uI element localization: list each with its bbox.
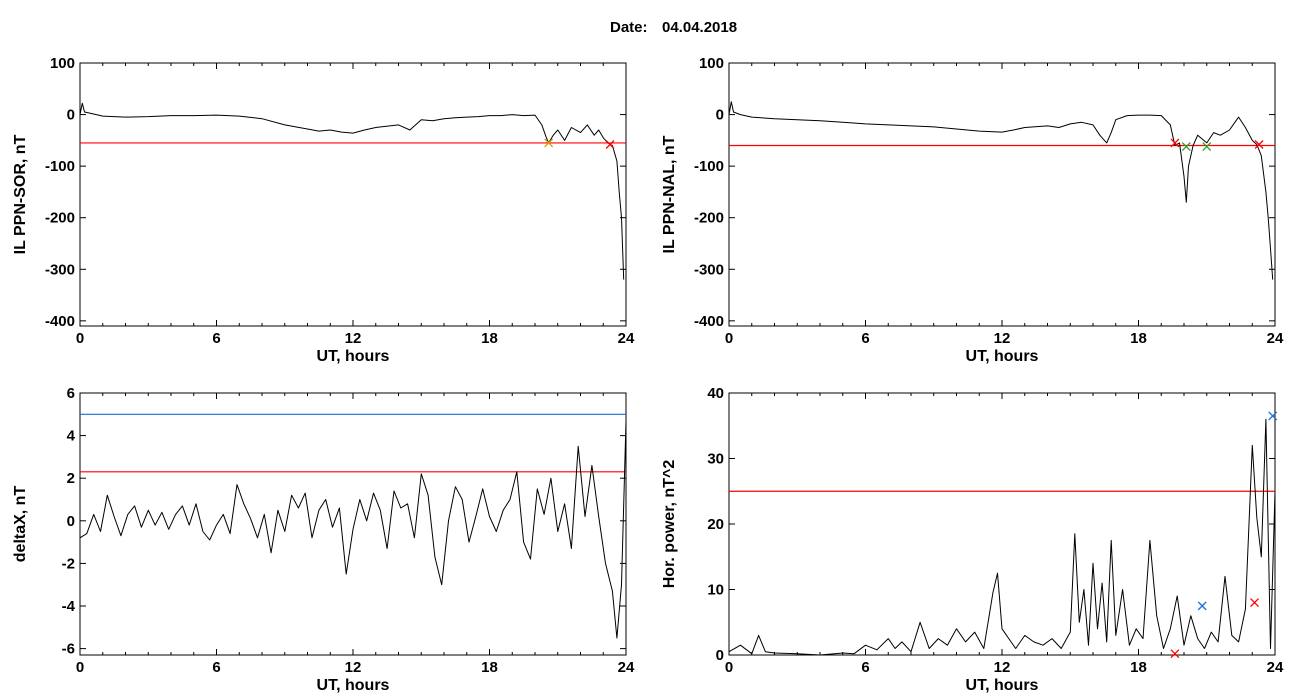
x-axis-label: UT, hours: [966, 348, 1039, 365]
x-tick-label: 0: [725, 659, 733, 676]
y-tick-label: -6: [62, 641, 75, 658]
x-tick-label: 24: [618, 659, 635, 676]
x-axis-label: UT, hours: [317, 348, 390, 365]
chart-il-sor: 0 6 12 18 24 -400 -300 -200 -100 0 100 UT, hours IL …: [12, 55, 635, 365]
date-label: Date:: [610, 19, 648, 36]
plot-frame: [79, 62, 627, 327]
y-axis-label: deltaX, nT: [12, 486, 29, 563]
series-line: [728, 418, 1276, 656]
y-tick-label: -300: [694, 261, 724, 278]
y-tick-label: -200: [45, 210, 75, 227]
y-tick-label: 6: [67, 385, 75, 402]
x-axis-label: UT, hours: [317, 677, 390, 694]
y-axis-label: Hor. power, nT^2: [661, 460, 678, 589]
y-tick-label: -300: [45, 261, 75, 278]
marker-red: [1254, 140, 1264, 149]
x-tick-label: 6: [212, 659, 220, 676]
series-line: [728, 101, 1274, 280]
marker-stroke: [1181, 142, 1191, 152]
y-tick-label: 4: [67, 428, 76, 445]
chart-hor-power: 0 6 12 18 24 0 10 20 30 40 UT, hours Hor. power, nT…: [661, 385, 1284, 694]
x-tick-label: 18: [1130, 659, 1147, 676]
x-tick-label: 18: [481, 659, 498, 676]
marker-stroke: [1197, 601, 1207, 611]
date-value: 04.04.2018: [662, 19, 738, 36]
plot-frame: [79, 392, 627, 656]
marker-stroke: [1170, 649, 1180, 659]
marker-blue: [1268, 411, 1278, 421]
marker-stroke: [1268, 411, 1278, 421]
plot-frame: [728, 62, 1276, 327]
x-axis-label: UT, hours: [966, 677, 1039, 694]
y-tick-label: 0: [67, 107, 75, 124]
y-tick-label: 40: [707, 385, 724, 402]
marker-green: [1181, 142, 1191, 152]
marker-blue: [1197, 601, 1207, 611]
x-tick-label: 18: [481, 330, 498, 347]
marker-red: [1170, 138, 1180, 148]
y-tick-label: 30: [707, 451, 724, 468]
x-tick-label: 0: [76, 659, 84, 676]
marker-stroke: [544, 138, 554, 148]
y-tick-label: 0: [716, 107, 724, 124]
marker-stroke: [605, 140, 615, 149]
marker-red: [1170, 649, 1180, 659]
x-tick-label: 6: [861, 330, 869, 347]
marker-red: [1250, 598, 1259, 608]
y-tick-label: -200: [694, 210, 724, 227]
x-tick-label: 12: [994, 659, 1011, 676]
series-line: [79, 420, 627, 639]
series-line: [79, 102, 625, 280]
y-axis-label: IL PPN-NAL, nT: [661, 135, 678, 253]
x-tick-label: 6: [212, 330, 220, 347]
marker-stroke: [1254, 140, 1264, 149]
marker-stroke: [1202, 142, 1212, 152]
y-tick-label: 0: [67, 513, 75, 530]
y-tick-label: 100: [50, 55, 75, 72]
y-tick-label: 10: [707, 582, 724, 599]
x-tick-label: 0: [76, 330, 84, 347]
y-tick-label: 20: [707, 516, 724, 533]
x-tick-label: 24: [1267, 330, 1284, 347]
x-tick-label: 6: [861, 659, 869, 676]
plot-frame: [728, 392, 1276, 656]
y-tick-label: 0: [716, 647, 724, 664]
x-tick-label: 12: [994, 330, 1011, 347]
marker-stroke: [1250, 598, 1259, 608]
y-axis-label: IL PPN-SOR, nT: [12, 134, 29, 254]
y-tick-label: -400: [694, 313, 724, 330]
marker-stroke: [1170, 138, 1180, 148]
x-tick-label: 24: [1267, 659, 1284, 676]
marker-green: [1202, 142, 1212, 152]
x-tick-label: 24: [618, 330, 635, 347]
chart-il-nal: 0 6 12 18 24 -400 -300 -200 -100 0 100 UT, hours IL …: [661, 55, 1284, 365]
y-tick-label: 100: [699, 55, 724, 72]
x-tick-label: 12: [345, 330, 362, 347]
y-tick-label: -400: [45, 313, 75, 330]
marker-red: [605, 140, 615, 149]
x-tick-label: 18: [1130, 330, 1147, 347]
x-tick-label: 12: [345, 659, 362, 676]
y-tick-label: -4: [62, 598, 76, 615]
y-tick-label: -2: [62, 555, 75, 572]
y-tick-label: -100: [694, 158, 724, 175]
marker-orange: [544, 138, 554, 148]
y-tick-label: -100: [45, 158, 75, 175]
y-tick-label: 2: [67, 470, 75, 487]
x-tick-label: 0: [725, 330, 733, 347]
